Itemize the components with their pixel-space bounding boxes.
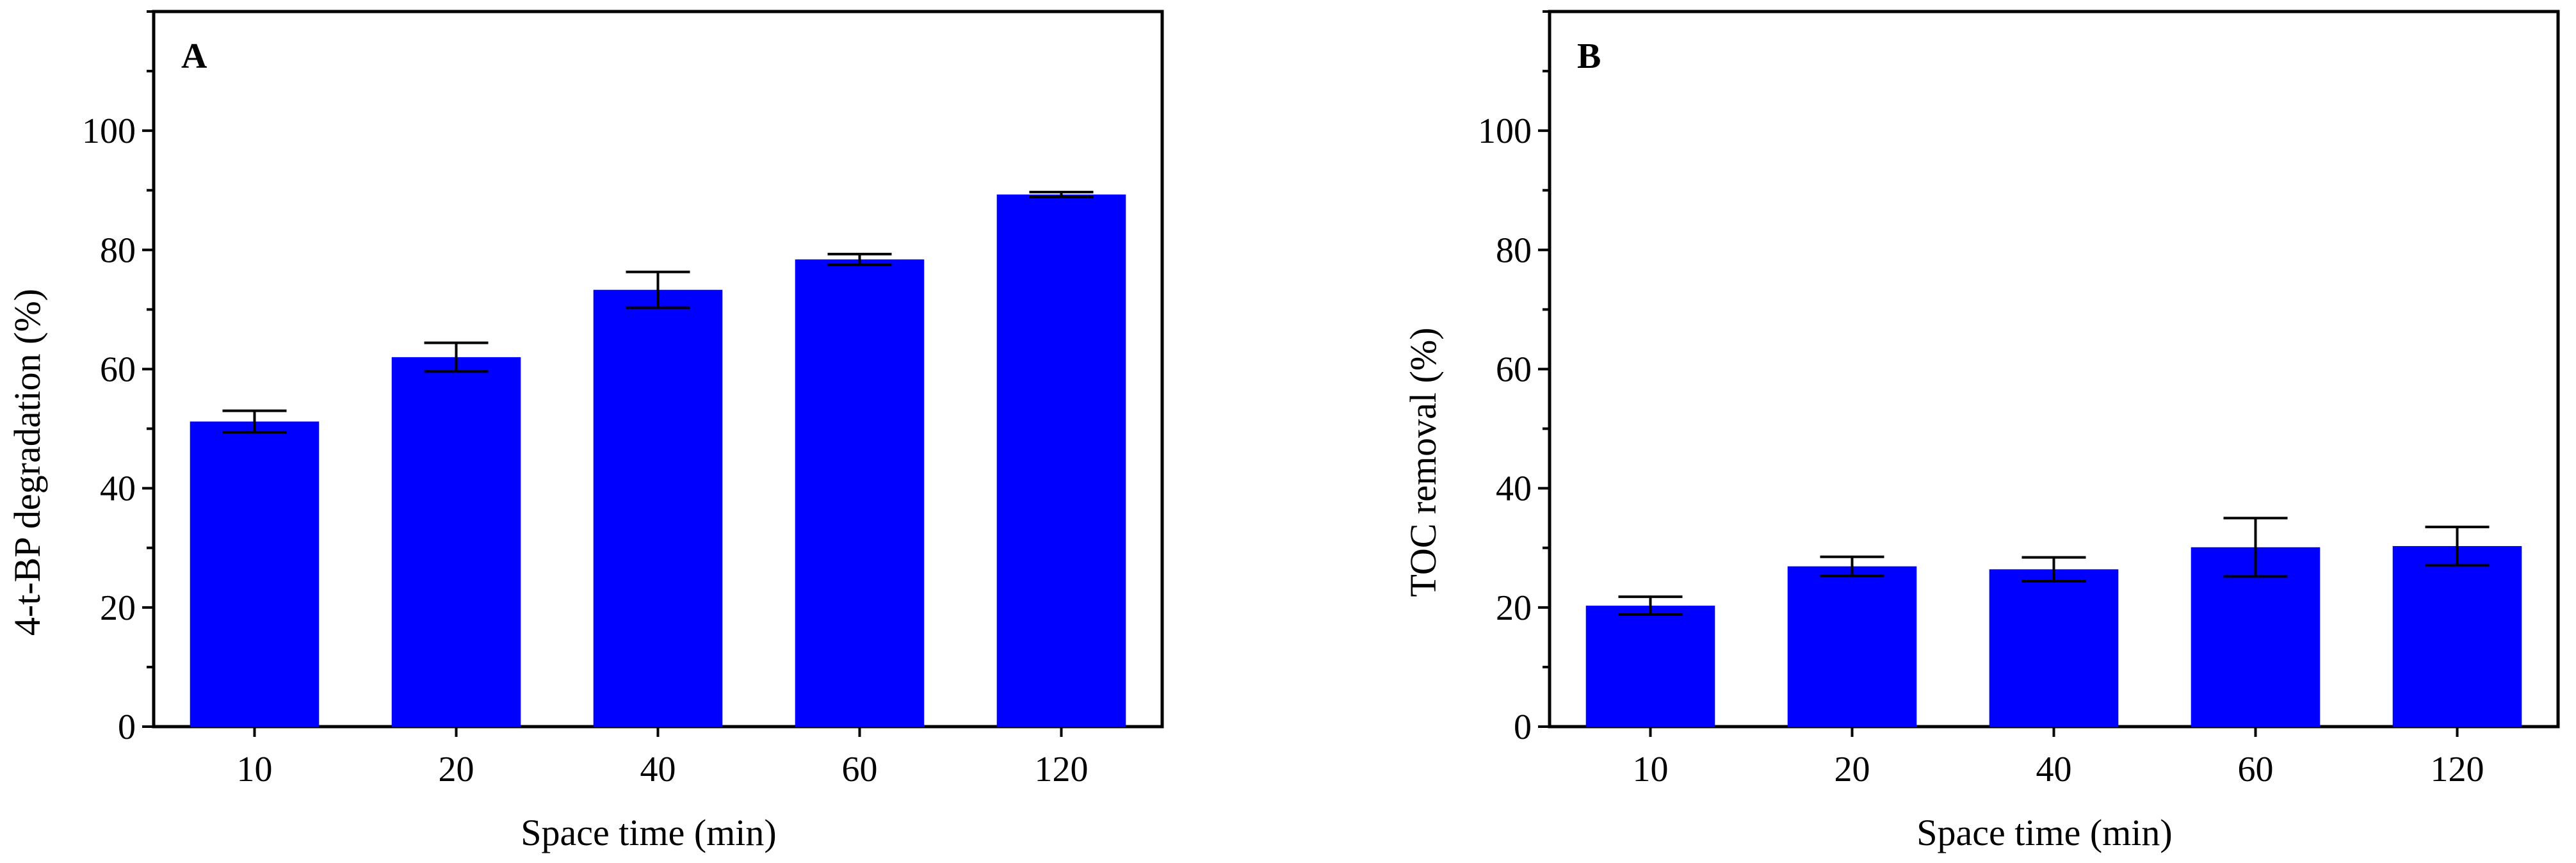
panel-b-x-axis-label: Space time (min) (1916, 812, 2172, 853)
panel-a-bar (391, 357, 521, 727)
panel-a-x-tick-label: 40 (640, 750, 676, 789)
panel-b-bar (2392, 545, 2522, 727)
panel-a-y-axis-label: 4-t-BP degradation (%) (6, 289, 48, 636)
panel-a-x-axis-label: Space time (min) (521, 812, 776, 853)
panel-a-bar (190, 421, 320, 727)
panel-b-x-tick-label: 40 (2036, 750, 2072, 789)
panel-b-x-tick-label: 20 (1835, 750, 1870, 789)
panel-b-x-tick-label: 120 (2431, 750, 2484, 789)
panel-b: 0 20 40 60 80 100 10 20 40 60 120 B Space time (mi… (1402, 10, 2560, 853)
panel-b-y-tick-label: 80 (1496, 230, 1532, 270)
panel-b-y-tick-label: 100 (1478, 111, 1532, 151)
panel-a-y-tick-label: 20 (100, 588, 136, 628)
panel-a-x-tick-label: 60 (842, 750, 878, 789)
panel-a-bar (795, 259, 925, 727)
panel-a-bar (996, 194, 1126, 727)
panel-a-x-tick-label: 10 (237, 750, 273, 789)
panel-b-bar (1787, 566, 1917, 727)
panel-b-marks: 0 20 40 60 80 100 10 20 40 60 120 (1478, 10, 2522, 789)
panel-b-y-tick-label: 0 (1514, 707, 1532, 747)
panel-a-y-tick-label: 60 (100, 350, 136, 390)
panel-a-y-tick-label: 40 (100, 469, 136, 509)
panel-a-bar (593, 289, 723, 727)
panel-a-x-tick-label: 120 (1035, 750, 1089, 789)
panel-a-y-tick-label: 80 (100, 230, 136, 270)
panel-b-label: B (1577, 36, 1601, 76)
panel-b-x-tick-label: 10 (1633, 750, 1669, 789)
panel-a: 0 20 40 60 80 100 10 20 40 60 120 A Space time (mi… (6, 10, 1164, 853)
panel-b-y-tick-label: 60 (1496, 350, 1532, 390)
panel-a-x-tick-label: 20 (439, 750, 474, 789)
panel-a-y-tick-label: 100 (82, 111, 136, 151)
panel-b-bar (1585, 606, 1715, 727)
panel-b-bar (1989, 569, 2119, 727)
panel-b-x-tick-label: 60 (2238, 750, 2274, 789)
panel-b-y-tick-label: 40 (1496, 469, 1532, 509)
panel-a-marks: 0 20 40 60 80 100 10 20 40 60 120 (82, 10, 1126, 789)
panel-a-y-tick-label: 0 (118, 707, 136, 747)
panel-a-label: A (181, 36, 207, 76)
panel-b-y-axis-label: TOC removal (%) (1402, 328, 1444, 597)
panel-b-y-tick-label: 20 (1496, 588, 1532, 628)
